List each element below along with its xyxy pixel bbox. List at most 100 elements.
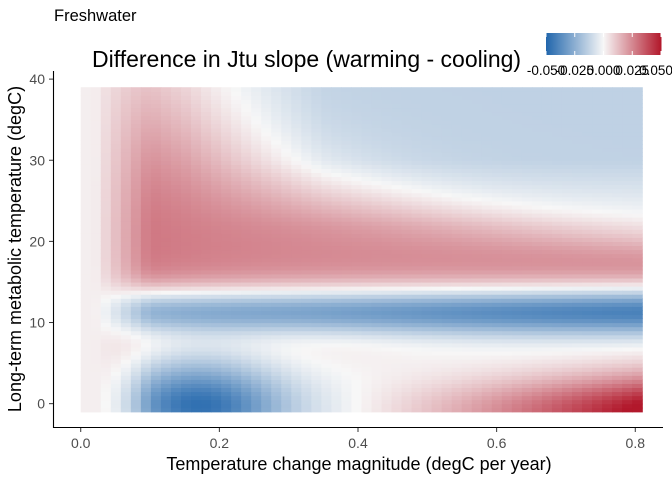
heatmap-cell [381,383,393,389]
heatmap-cell [551,103,563,109]
heatmap-cell [191,281,202,287]
heatmap-cell [632,399,643,405]
heatmap-cell [241,298,252,303]
heatmap-cell [221,225,232,230]
heatmap-cell [130,172,142,178]
heatmap-cell [201,359,212,364]
heatmap-cell [281,156,292,161]
heatmap-cell [431,208,443,214]
heatmap-cell [501,375,513,380]
heatmap-cell [331,127,343,133]
heatmap-cell [401,180,413,186]
heatmap-cell [491,188,503,194]
heatmap-cell [140,306,152,311]
heatmap-cell [632,237,643,242]
heatmap-cell [180,290,192,295]
heatmap-cell [541,172,553,178]
heatmap-cell [321,359,332,364]
heatmap-cell [391,354,403,360]
heatmap-cell [592,350,603,356]
heatmap-cell [391,298,403,303]
heatmap-cell [261,354,272,360]
heatmap-cell [201,99,212,105]
heatmap-cell [341,253,353,259]
heatmap-cell [251,322,262,328]
heatmap-cell [191,379,202,384]
heatmap-cell [341,245,353,251]
heatmap-cell [622,350,633,356]
heatmap-cell [331,286,343,291]
heatmap-cell [411,188,423,194]
heatmap-cell [311,180,322,186]
heatmap-cell [150,286,162,291]
heatmap-cell [351,131,363,137]
heatmap-cell [541,367,553,372]
heatmap-cell [241,237,252,242]
heatmap-cell [401,176,413,182]
heatmap-cell [271,253,282,259]
heatmap-cell [501,286,513,291]
heatmap-cell [511,212,523,218]
heatmap-cell [251,387,262,393]
heatmap-cell [100,139,112,145]
heatmap-cell [211,318,222,324]
heatmap-cell [321,395,332,401]
heatmap-cell [211,212,222,218]
heatmap-cell [291,192,302,198]
heatmap-cell [321,103,332,109]
heatmap-cell [110,281,122,287]
heatmap-cell [191,148,202,153]
heatmap-cell [431,403,443,409]
heatmap-cell [271,245,282,251]
heatmap-cell [411,172,423,178]
heatmap-cell [421,123,433,129]
heatmap-cell [341,326,353,332]
heatmap-cell [331,91,343,96]
heatmap-cell [251,334,262,340]
heatmap-cell [130,407,142,413]
heatmap-cell [371,237,383,242]
heatmap-cell [582,115,593,121]
heatmap-cell [582,298,593,303]
heatmap-cell [170,322,182,328]
heatmap-cell [572,103,583,109]
heatmap-cell [361,241,373,247]
heatmap-cell [602,87,613,92]
heatmap-cell [291,245,302,251]
heatmap-cell [140,127,152,133]
heatmap-cell [461,286,473,291]
heatmap-cell [572,277,583,283]
heatmap-cell [441,350,453,356]
heatmap-cell [271,273,282,279]
heatmap-cell [471,200,483,206]
heatmap-cell [481,148,493,153]
heatmap-cell [431,225,443,230]
heatmap-cell [361,318,373,324]
heatmap-cell [311,144,322,149]
heatmap-cell [351,180,363,186]
heatmap-cell [491,354,503,360]
heatmap-cell [351,200,363,206]
heatmap-cell [592,204,603,210]
heatmap-cell [391,350,403,356]
heatmap-cell [160,277,172,283]
heatmap-cell [612,115,623,121]
heatmap-cell [401,318,413,324]
heatmap-cell [411,245,423,251]
legend-swatch [579,33,581,55]
heatmap-cell [311,346,322,352]
heatmap-cell [180,387,192,393]
heatmap-cell [582,135,593,141]
heatmap-cell [572,379,583,384]
heatmap-cell [391,144,403,149]
heatmap-cell [180,233,192,238]
heatmap-cell [441,253,453,259]
heatmap-cell [632,338,643,344]
heatmap-cell [150,212,162,218]
heatmap-cell [90,387,102,393]
heatmap-cell [481,229,493,234]
heatmap-cell [582,375,593,380]
heatmap-cell [120,115,132,121]
heatmap-cell [311,168,322,174]
heatmap-cell [160,217,172,222]
